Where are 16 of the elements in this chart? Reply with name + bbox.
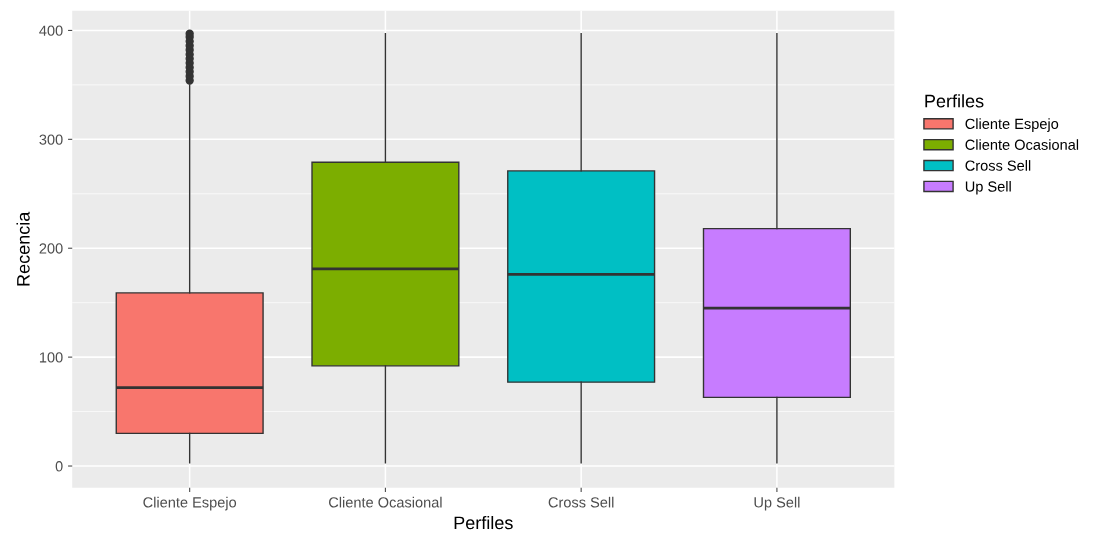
y-tick-label: 400 <box>39 25 63 36</box>
x-tick-label: Up Sell <box>754 496 800 511</box>
x-tick-label: Cliente Espejo <box>143 496 237 511</box>
y-tick-label: 200 <box>39 243 63 254</box>
legend-label: Cliente Espejo <box>965 118 1059 132</box>
y-axis-title: Recencia <box>16 211 30 286</box>
legend-title: Perfiles <box>925 94 984 108</box>
y-tick-label: 0 <box>55 461 63 472</box>
x-axis-title: Perfiles <box>454 515 513 530</box>
y-tick-label: 300 <box>39 134 63 145</box>
legend-label: Up Sell <box>965 180 1011 195</box>
legend-label: Cross Sell <box>965 160 1031 171</box>
y-tick-label: 100 <box>39 352 63 363</box>
x-tick-label: Cross Sell <box>548 496 614 508</box>
x-tick-label: Cliente Ocasional <box>329 496 442 508</box>
legend-label: Cliente Ocasional <box>965 139 1079 150</box>
